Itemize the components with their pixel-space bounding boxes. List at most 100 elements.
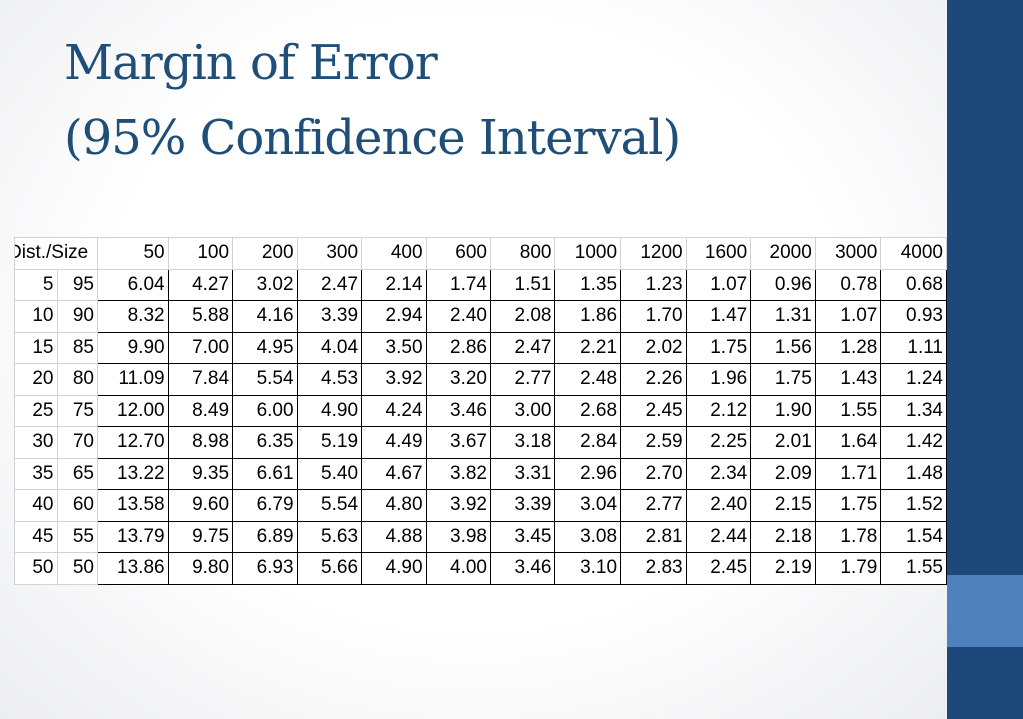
- margin-value-cell: 6.89: [232, 520, 298, 553]
- distribution-q-cell: 75: [56, 394, 98, 427]
- margin-value-cell: 3.39: [489, 489, 556, 522]
- sample-size-header: 200: [232, 237, 298, 270]
- table-row: 5 95 6.04 4.27 3.02 2.47 2.14 1.74 1.51 1.35 1.23 1…: [14, 268, 947, 301]
- margin-value-cell: 12.70: [97, 426, 169, 459]
- margin-value-cell: 13.86: [97, 552, 169, 585]
- margin-value-cell: 1.23: [620, 268, 687, 301]
- margin-value-cell: 1.54: [880, 520, 947, 553]
- margin-value-cell: 1.52: [880, 489, 947, 522]
- margin-value-cell: 1.55: [814, 394, 882, 427]
- table-row: 15 85 9.90 7.00 4.95 4.04 3.50 2.86 2.47 2.21 2.02…: [14, 331, 947, 364]
- margin-value-cell: 3.50: [361, 331, 427, 364]
- margin-value-cell: 4.67: [361, 457, 427, 490]
- margin-value-cell: 3.31: [489, 457, 556, 490]
- margin-value-cell: 2.68: [554, 394, 622, 427]
- sample-size-header: 50: [97, 237, 169, 270]
- margin-value-cell: 2.25: [685, 426, 752, 459]
- margin-value-cell: 4.27: [167, 268, 234, 301]
- margin-value-cell: 2.45: [685, 552, 752, 585]
- distribution-p-cell: 20: [14, 363, 58, 396]
- margin-value-cell: 2.26: [620, 363, 687, 396]
- margin-value-cell: 2.96: [554, 457, 622, 490]
- margin-value-cell: 4.53: [296, 363, 363, 396]
- margin-value-cell: 5.63: [296, 520, 363, 553]
- margin-value-cell: 2.40: [425, 300, 492, 333]
- distribution-q-cell: 50: [56, 552, 98, 585]
- margin-value-cell: 3.98: [425, 520, 492, 553]
- margin-value-cell: 2.77: [620, 489, 687, 522]
- margin-value-cell: 0.96: [750, 268, 816, 301]
- margin-value-cell: 3.20: [425, 363, 492, 396]
- margin-value-cell: 2.19: [750, 552, 816, 585]
- distribution-p-cell: 15: [14, 331, 58, 364]
- margin-of-error-table-wrapper: Dist./Size 50 100 200 300 400 600 800 1000 1200 16…: [14, 237, 947, 585]
- distribution-q-cell: 80: [56, 363, 98, 396]
- margin-value-cell: 3.08: [554, 520, 622, 553]
- margin-value-cell: 6.04: [97, 268, 169, 301]
- margin-value-cell: 4.88: [361, 520, 427, 553]
- margin-value-cell: 13.58: [97, 489, 169, 522]
- margin-value-cell: 1.75: [685, 331, 752, 364]
- margin-value-cell: 1.28: [814, 331, 882, 364]
- margin-value-cell: 3.82: [425, 457, 492, 490]
- margin-value-cell: 2.21: [554, 331, 622, 364]
- margin-value-cell: 2.81: [620, 520, 687, 553]
- margin-value-cell: 2.84: [554, 426, 622, 459]
- margin-value-cell: 2.14: [361, 268, 427, 301]
- margin-value-cell: 2.94: [361, 300, 427, 333]
- margin-value-cell: 2.18: [750, 520, 816, 553]
- table-row: 50 50 13.86 9.80 6.93 5.66 4.90 4.00 3.46 3.10 2.8…: [14, 552, 947, 585]
- distribution-p-cell: 35: [14, 457, 58, 490]
- margin-value-cell: 3.92: [361, 363, 427, 396]
- margin-value-cell: 9.75: [167, 520, 234, 553]
- distribution-q-cell: 70: [56, 426, 98, 459]
- margin-value-cell: 2.44: [685, 520, 752, 553]
- right-accent-block: [947, 575, 1023, 647]
- margin-value-cell: 9.35: [167, 457, 234, 490]
- margin-value-cell: 0.78: [814, 268, 882, 301]
- margin-value-cell: 1.71: [814, 457, 882, 490]
- distribution-q-cell: 95: [56, 268, 98, 301]
- margin-value-cell: 3.46: [489, 552, 556, 585]
- margin-value-cell: 2.34: [685, 457, 752, 490]
- margin-value-cell: 4.90: [296, 394, 363, 427]
- margin-value-cell: 2.01: [750, 426, 816, 459]
- sample-size-header: 2000: [750, 237, 816, 270]
- corner-label: Dist./Size: [15, 242, 89, 264]
- margin-value-cell: 2.15: [750, 489, 816, 522]
- sample-size-header: 1200: [620, 237, 687, 270]
- margin-value-cell: 3.46: [425, 394, 492, 427]
- margin-value-cell: 1.42: [880, 426, 947, 459]
- margin-value-cell: 13.79: [97, 520, 169, 553]
- distribution-p-cell: 5: [14, 268, 58, 301]
- margin-value-cell: 4.00: [425, 552, 492, 585]
- distribution-q-cell: 85: [56, 331, 98, 364]
- margin-value-cell: 3.04: [554, 489, 622, 522]
- margin-value-cell: 1.96: [685, 363, 752, 396]
- margin-value-cell: 5.40: [296, 457, 363, 490]
- margin-value-cell: 0.68: [880, 268, 947, 301]
- margin-value-cell: 6.00: [232, 394, 298, 427]
- margin-value-cell: 3.02: [232, 268, 298, 301]
- margin-value-cell: 4.95: [232, 331, 298, 364]
- corner-header-cell: Dist./Size: [14, 237, 98, 270]
- margin-value-cell: 6.61: [232, 457, 298, 490]
- margin-value-cell: 8.98: [167, 426, 234, 459]
- margin-value-cell: 1.74: [425, 268, 492, 301]
- margin-of-error-table: Dist./Size 50 100 200 300 400 600 800 1000 1200 16…: [14, 237, 947, 585]
- margin-value-cell: 3.39: [296, 300, 363, 333]
- margin-value-cell: 2.77: [489, 363, 556, 396]
- margin-value-cell: 5.54: [296, 489, 363, 522]
- margin-value-cell: 4.80: [361, 489, 427, 522]
- margin-value-cell: 2.83: [620, 552, 687, 585]
- margin-value-cell: 4.16: [232, 300, 298, 333]
- margin-value-cell: 3.92: [425, 489, 492, 522]
- table-row: 20 80 11.09 7.84 5.54 4.53 3.92 3.20 2.77 2.48 2.2…: [14, 363, 947, 396]
- table-body: Dist./Size 50 100 200 300 400 600 800 1000 1200 16…: [14, 237, 947, 585]
- sample-size-header: 1600: [685, 237, 752, 270]
- table-row: 40 60 13.58 9.60 6.79 5.54 4.80 3.92 3.39 3.04 2.7…: [14, 489, 947, 522]
- sample-size-header: 300: [296, 237, 363, 270]
- margin-value-cell: 4.49: [361, 426, 427, 459]
- margin-value-cell: 1.79: [814, 552, 882, 585]
- margin-value-cell: 1.70: [620, 300, 687, 333]
